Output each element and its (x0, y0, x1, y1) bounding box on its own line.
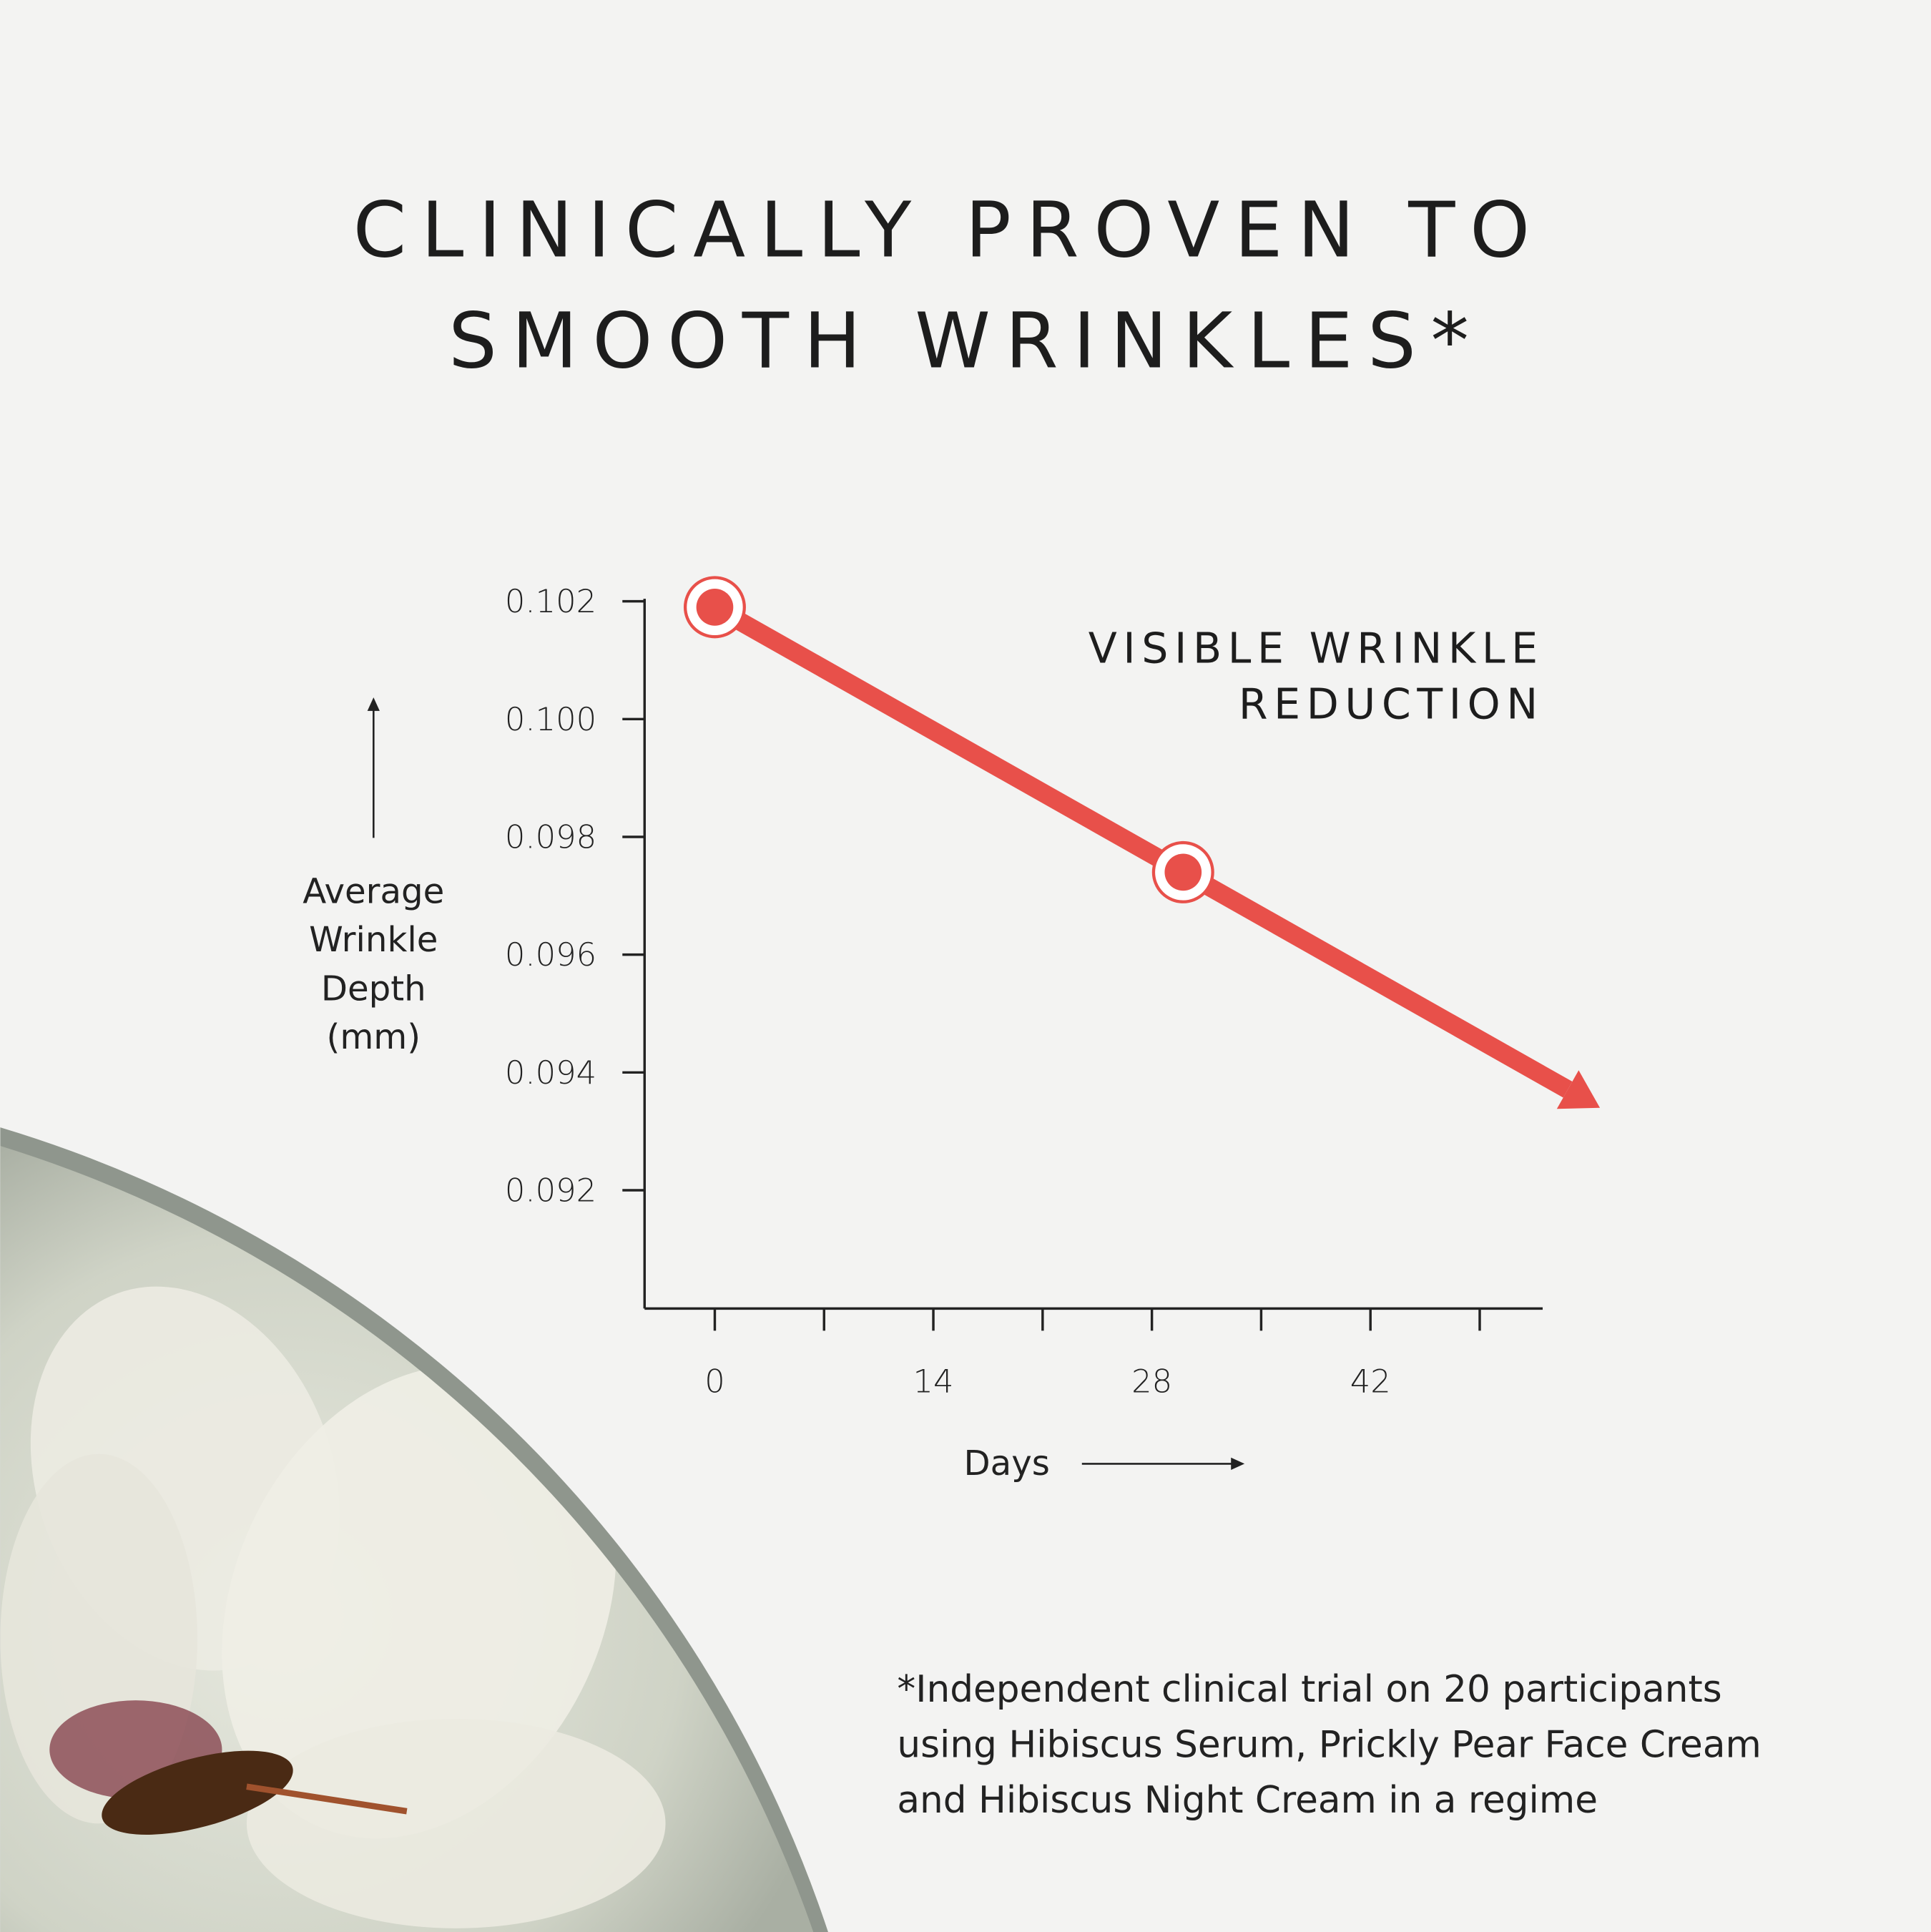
data-point (696, 589, 734, 626)
y-tick-label: 0.102 (505, 582, 596, 620)
y-tick-label: 0.098 (505, 818, 596, 855)
y-axis-label-4: (mm) (327, 1017, 421, 1057)
trend-line (710, 599, 1573, 1098)
x-tick-label: 28 (1131, 1363, 1172, 1401)
y-axis-label-1: Average (303, 872, 444, 912)
data-point (1164, 853, 1202, 891)
y-axis-label-2: Wrinkle (309, 920, 438, 960)
y-tick-label: 0.096 (505, 936, 596, 974)
y-axis-label-3: Depth (321, 969, 426, 1009)
x-tick-label: 42 (1350, 1363, 1391, 1401)
hibiscus-bowl-image (0, 1127, 828, 1932)
x-tick-label: 0 (704, 1363, 724, 1401)
y-label-arrowhead-icon (367, 697, 380, 711)
x-tick-label: 14 (913, 1363, 954, 1401)
trend-arrowhead-icon (1556, 1070, 1601, 1109)
x-axis-label: Days (964, 1443, 1050, 1484)
line-chart: 0.102 0.100 0.098 0.096 0.094 0.092 0 14 28 42 A… (303, 576, 1601, 1484)
x-label-arrowhead-icon (1231, 1457, 1245, 1471)
title-line-1: CLINICALLY PROVEN TO (353, 186, 1545, 275)
title-line-2: SMOOTH WRINKLES* (448, 297, 1484, 386)
footnote-line-3: and Hibiscus Night Cream in a regime (897, 1779, 1598, 1822)
annotation-line-1: VISIBLE WRINKLE (1089, 624, 1544, 673)
y-tick-label: 0.094 (505, 1054, 596, 1092)
y-tick-label: 0.092 (505, 1172, 596, 1210)
footnote-line-2: using Hibiscus Serum, Prickly Pear Face … (897, 1723, 1761, 1766)
annotation-line-2: REDUCTION (1239, 680, 1544, 728)
footnote-line-1: *Independent clinical trial on 20 partic… (897, 1668, 1721, 1711)
y-tick-label: 0.100 (505, 700, 596, 738)
